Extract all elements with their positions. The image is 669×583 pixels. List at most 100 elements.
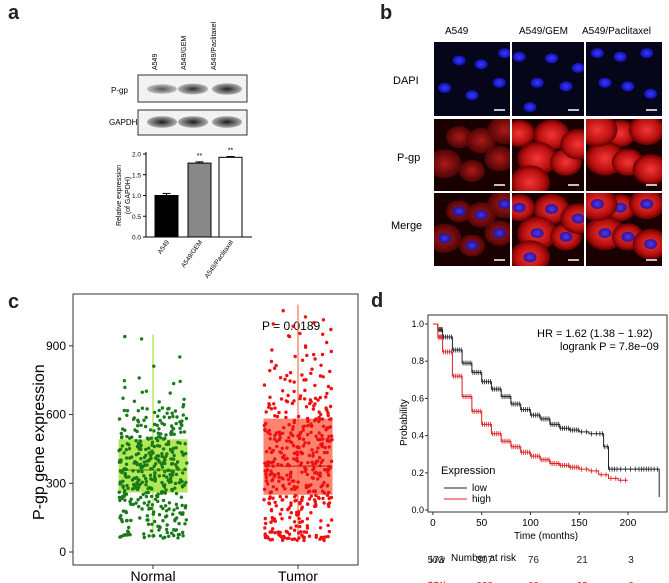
boxplot-point (149, 467, 153, 471)
boxplot-point (320, 433, 324, 438)
boxplot-point (313, 418, 317, 423)
boxplot-point (181, 452, 185, 456)
boxplot-point (314, 493, 318, 498)
boxplot-point (123, 533, 128, 537)
boxplot-point (139, 443, 143, 448)
boxplot-point (311, 463, 315, 467)
boxplot-point (157, 528, 161, 532)
boxplot-point (281, 537, 285, 541)
boxplot-point (318, 471, 322, 475)
boxplot-point (319, 363, 323, 367)
boxplot-point (178, 426, 182, 430)
bar-ylabel-line1: Relative expression (116, 165, 123, 226)
boxplot-point (264, 535, 269, 539)
boxplot-point (153, 497, 158, 501)
boxplot-point (154, 436, 158, 440)
ifc-cell-body (517, 216, 558, 251)
ifc-panel-background (512, 119, 584, 191)
boxplot-point (165, 530, 169, 535)
boxplot-point (301, 428, 305, 432)
boxplot-point (325, 340, 329, 345)
boxplot-point (166, 468, 170, 472)
boxplot-point (138, 434, 142, 439)
ifc-cell-body (512, 119, 536, 147)
boxplot-point (300, 358, 305, 362)
boxplot-point (145, 463, 149, 467)
boxplot-point (328, 425, 332, 429)
boxplot-point (171, 426, 175, 430)
ifc-nucleus (512, 51, 526, 62)
boxplot-point (322, 538, 326, 543)
boxplot-point (184, 518, 188, 522)
boxplot-point (134, 476, 138, 480)
boxplot-point (295, 445, 299, 449)
boxplot-point (158, 525, 162, 530)
boxplot-point (180, 480, 184, 484)
boxplot-point (297, 446, 301, 450)
boxplot-point (119, 458, 123, 462)
bar-y-tick-label: 1.0 (132, 193, 141, 200)
boxplot-point (162, 485, 167, 489)
boxplot-point (279, 451, 283, 455)
boxplot-point (163, 458, 167, 462)
boxplot-point (302, 424, 306, 428)
km-ylabel: Probability (399, 399, 410, 446)
boxplot-point (130, 478, 135, 482)
boxplot-point (136, 469, 141, 473)
boxplot-point (122, 379, 127, 383)
boxplot-point (291, 425, 295, 429)
boxplot-point (269, 407, 274, 411)
boxplot-point (320, 352, 325, 357)
boxplot-point (119, 431, 124, 436)
ifc-nucleus (545, 53, 559, 64)
boxplot-point (299, 461, 304, 465)
boxplot-point (130, 487, 135, 491)
boxplot-point (178, 420, 182, 424)
bar-significance: ** (228, 147, 234, 154)
boxplot-point (124, 456, 129, 460)
boxplot-point (285, 536, 290, 541)
boxplot-point (263, 535, 268, 540)
boxplot-point (164, 433, 168, 437)
boxplot-point (295, 510, 299, 515)
ifc-panel-background (434, 193, 510, 266)
boxplot-point (174, 421, 178, 426)
boxplot-point (308, 401, 312, 406)
boxplot-point (179, 422, 183, 427)
boxplot-point (153, 456, 158, 460)
boxplot-point (276, 462, 280, 467)
boxplot-point (160, 452, 164, 456)
ifc-panel-background (512, 42, 584, 116)
boxplot-point (262, 383, 267, 387)
boxplot-point (299, 530, 303, 534)
boxplot-point (272, 402, 276, 406)
ifc-panel-pgp-0 (434, 119, 510, 191)
boxplot-point (289, 431, 293, 435)
boxplot-point (283, 457, 287, 461)
boxplot-point (306, 485, 310, 489)
boxplot-point (276, 472, 281, 476)
boxplot-point (328, 417, 332, 421)
boxplot-point (153, 471, 157, 476)
boxplot-point (295, 538, 299, 542)
km-y-tick-label: 0.8 (411, 356, 424, 366)
boxplot-point (121, 484, 125, 488)
ifc-nucleus (640, 198, 654, 209)
boxplot-point (180, 423, 184, 427)
boxplot-point (158, 534, 163, 538)
km-y-tick-label: 0.6 (411, 393, 424, 403)
boxplot-point (270, 516, 274, 520)
boxplot-point (159, 462, 164, 466)
ifc-nucleus (474, 209, 488, 220)
boxplot-point (162, 459, 166, 464)
boxplot-point (264, 472, 268, 477)
boxplot-point (170, 429, 174, 434)
boxplot-point (164, 509, 169, 513)
boxplot-point (269, 490, 273, 494)
panel-letter-d: d (371, 290, 384, 312)
boxplot-point (140, 507, 144, 511)
boxplot-point (162, 456, 167, 460)
boxplot-point (163, 491, 167, 495)
boxplot-point (318, 526, 323, 530)
boxplot-point (264, 475, 269, 480)
